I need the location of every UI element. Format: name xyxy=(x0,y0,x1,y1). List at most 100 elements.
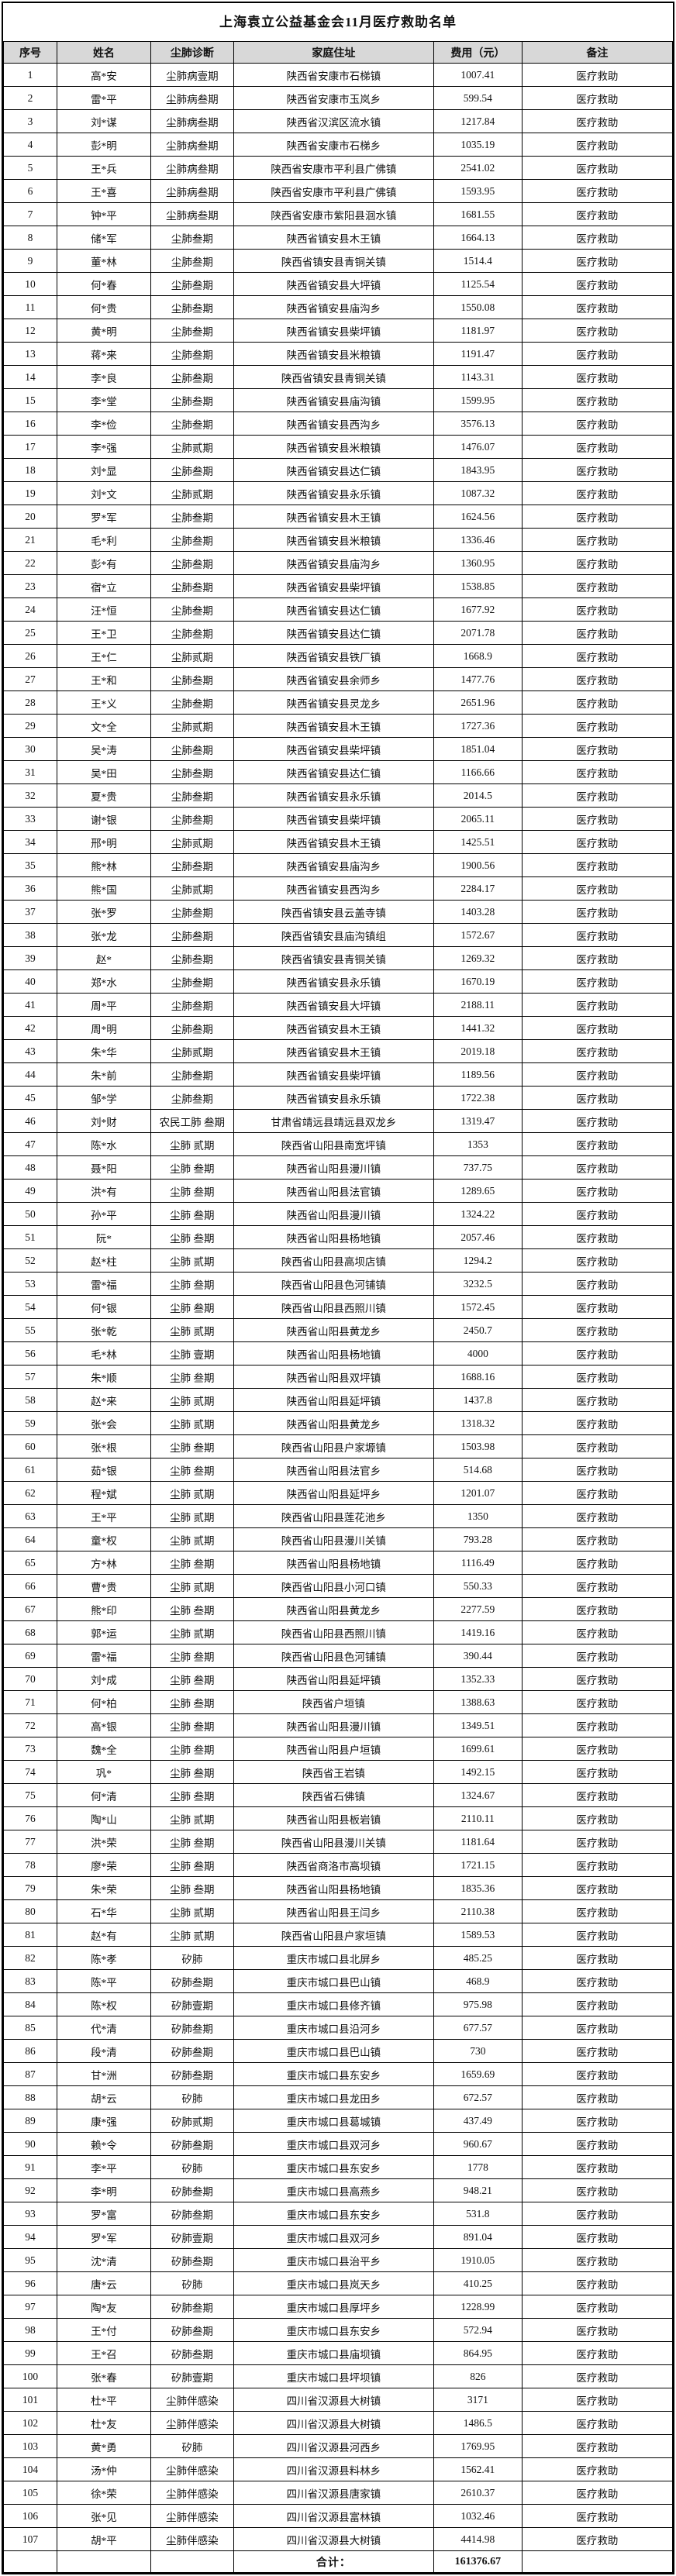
cell-address: 陕西省镇安县庙沟镇 xyxy=(233,388,434,412)
cell-fee: 1677.92 xyxy=(433,598,523,622)
cell-no: 8 xyxy=(2,226,58,250)
cell-no: 58 xyxy=(2,1388,58,1412)
cell-remark: 医疗救助 xyxy=(521,900,674,924)
table-row: 105 徐*荣 尘肺伴感染 四川省汉源县唐家镇 2610.37 医疗救助 xyxy=(2,2481,674,2505)
cell-diagnosis: 尘肺叁期 xyxy=(150,1062,234,1087)
table-row: 3 刘*谋 尘肺病叁期 陕西省汉滨区流水镇 1217.84 医疗救助 xyxy=(2,109,674,133)
cell-diagnosis: 尘肺 叁期 xyxy=(150,1365,234,1389)
cell-diagnosis: 尘肺叁期 xyxy=(150,249,234,273)
cell-name: 朱*华 xyxy=(57,1039,151,1063)
cell-no: 45 xyxy=(2,1086,58,1110)
cell-fee: 1550.08 xyxy=(433,295,523,319)
table-row: 68 郭*运 尘肺 贰期 陕西省山阳县西照川镇 1419.16 医疗救助 xyxy=(2,1620,674,1644)
cell-no: 70 xyxy=(2,1667,58,1691)
cell-address: 陕西省山阳县延坪镇 xyxy=(233,1388,434,1412)
cell-no: 85 xyxy=(2,2016,58,2040)
cell-address: 重庆市城口县沿河乡 xyxy=(233,2016,434,2040)
cell-diagnosis: 尘肺 叁期 xyxy=(150,1644,234,1668)
cell-remark: 医疗救助 xyxy=(521,969,674,994)
cell-remark: 医疗救助 xyxy=(521,551,674,575)
cell-fee: 1336.46 xyxy=(433,528,523,552)
cell-fee: 1572.45 xyxy=(433,1295,523,1319)
cell-no: 102 xyxy=(2,2411,58,2435)
cell-fee: 891.04 xyxy=(433,2225,523,2249)
cell-name: 汪*恒 xyxy=(57,598,151,622)
cell-address: 陕西省山阳县王闫乡 xyxy=(233,1899,434,1923)
cell-fee: 1032.46 xyxy=(433,2504,523,2528)
cell-no: 80 xyxy=(2,1899,58,1923)
cell-remark: 医疗救助 xyxy=(521,690,674,715)
cell-address: 四川省汉源县河西乡 xyxy=(233,2434,434,2458)
cell-address: 陕西省石佛镇 xyxy=(233,1783,434,1807)
cell-name: 高*安 xyxy=(57,63,151,87)
cell-no: 99 xyxy=(2,2341,58,2365)
table-row: 88 胡*云 矽肺 重庆市城口县龙田乡 672.57 医疗救助 xyxy=(2,2085,674,2109)
cell-name: 熊*印 xyxy=(57,1597,151,1621)
table-row: 89 康*强 矽肺贰期 重庆市城口县葛城镇 437.49 医疗救助 xyxy=(2,2109,674,2133)
cell-name: 陈*平 xyxy=(57,1969,151,1993)
cell-name: 何*柏 xyxy=(57,1690,151,1714)
table-row: 96 唐*云 矽肺 重庆市城口县岚天乡 410.25 医疗救助 xyxy=(2,2271,674,2295)
cell-no: 100 xyxy=(2,2364,58,2388)
cell-address: 陕西省镇安县木王镇 xyxy=(233,226,434,250)
cell-remark: 医疗救助 xyxy=(521,1806,674,1830)
cell-no: 53 xyxy=(2,1272,58,1296)
cell-name: 茹*银 xyxy=(57,1458,151,1482)
cell-remark: 医疗救助 xyxy=(521,2295,674,2319)
cell-no: 62 xyxy=(2,1481,58,1505)
cell-address: 陕西省镇安县庙沟乡 xyxy=(233,295,434,319)
cell-name: 张*见 xyxy=(57,2504,151,2528)
cell-address: 陕西省镇安县达仁镇 xyxy=(233,458,434,482)
cell-remark: 医疗救助 xyxy=(521,2434,674,2458)
cell-remark: 医疗救助 xyxy=(521,830,674,854)
cell-name: 方*林 xyxy=(57,1551,151,1575)
cell-remark: 医疗救助 xyxy=(521,2388,674,2412)
table-row: 65 方*林 尘肺 叁期 陕西省山阳县杨地镇 1116.49 医疗救助 xyxy=(2,1551,674,1575)
cell-address: 陕西省山阳县户家塬镇 xyxy=(233,1434,434,1458)
cell-fee: 1324.22 xyxy=(433,1202,523,1226)
cell-diagnosis: 尘肺叁期 xyxy=(150,853,234,877)
cell-no: 98 xyxy=(2,2318,58,2342)
cell-no: 93 xyxy=(2,2202,58,2226)
cell-name: 代*清 xyxy=(57,2016,151,2040)
cell-remark: 医疗救助 xyxy=(521,1713,674,1737)
cell-address: 重庆市城口县修齐镇 xyxy=(233,1992,434,2016)
cell-address: 重庆市城口县双河乡 xyxy=(233,2132,434,2156)
empty-cell xyxy=(150,2550,234,2573)
cell-diagnosis: 尘肺贰期 xyxy=(150,830,234,854)
cell-fee: 1900.56 xyxy=(433,853,523,877)
cell-address: 陕西省镇安县青铜关镇 xyxy=(233,249,434,273)
cell-name: 巩* xyxy=(57,1760,151,1784)
table-footer: 合计： 161376.67 xyxy=(2,2550,674,2573)
cell-address: 陕西省镇安县柴坪镇 xyxy=(233,807,434,831)
cell-remark: 医疗救助 xyxy=(521,1830,674,1854)
cell-remark: 医疗救助 xyxy=(521,1853,674,1877)
cell-fee: 1562.41 xyxy=(433,2457,523,2481)
table-row: 58 赵*来 尘肺 贰期 陕西省山阳县延坪镇 1437.8 医疗救助 xyxy=(2,1388,674,1412)
table-row: 15 李*堂 尘肺叁期 陕西省镇安县庙沟镇 1599.95 医疗救助 xyxy=(2,388,674,412)
cell-no: 10 xyxy=(2,272,58,296)
medical-aid-table: 序号 姓名 尘肺诊断 家庭住址 费用（元） 备注 1 高*安 尘肺病壹期 陕西省安康市… xyxy=(2,41,674,2573)
cell-address: 陕西省山阳县板岩镇 xyxy=(233,1806,434,1830)
cell-remark: 医疗救助 xyxy=(521,737,674,761)
cell-diagnosis: 尘肺叁期 xyxy=(150,458,234,482)
cell-fee: 2651.96 xyxy=(433,690,523,715)
cell-no: 60 xyxy=(2,1434,58,1458)
cell-diagnosis: 尘肺叁期 xyxy=(150,1016,234,1040)
cell-remark: 医疗救助 xyxy=(521,1667,674,1691)
cell-address: 陕西省山阳县漫川关镇 xyxy=(233,1830,434,1854)
cell-fee: 1727.36 xyxy=(433,714,523,738)
cell-remark: 医疗救助 xyxy=(521,2155,674,2179)
cell-fee: 1492.15 xyxy=(433,1760,523,1784)
table-row: 2 雷*平 尘肺病叁期 陕西省安康市玉岚乡 599.54 医疗救助 xyxy=(2,86,674,110)
cell-fee: 1035.19 xyxy=(433,133,523,157)
table-row: 54 何*银 尘肺 叁期 陕西省山阳县西照川镇 1572.45 医疗救助 xyxy=(2,1295,674,1319)
cell-address: 陕西省山阳县延坪乡 xyxy=(233,1481,434,1505)
cell-no: 75 xyxy=(2,1783,58,1807)
cell-address: 四川省汉源县大树镇 xyxy=(233,2527,434,2551)
cell-remark: 医疗救助 xyxy=(521,86,674,110)
cell-diagnosis: 尘肺贰期 xyxy=(150,1039,234,1063)
cell-diagnosis: 尘肺叁期 xyxy=(150,993,234,1017)
cell-fee: 2277.59 xyxy=(433,1597,523,1621)
table-row: 49 洪*有 尘肺 叁期 陕西省山阳县法官镇 1289.65 医疗救助 xyxy=(2,1179,674,1203)
